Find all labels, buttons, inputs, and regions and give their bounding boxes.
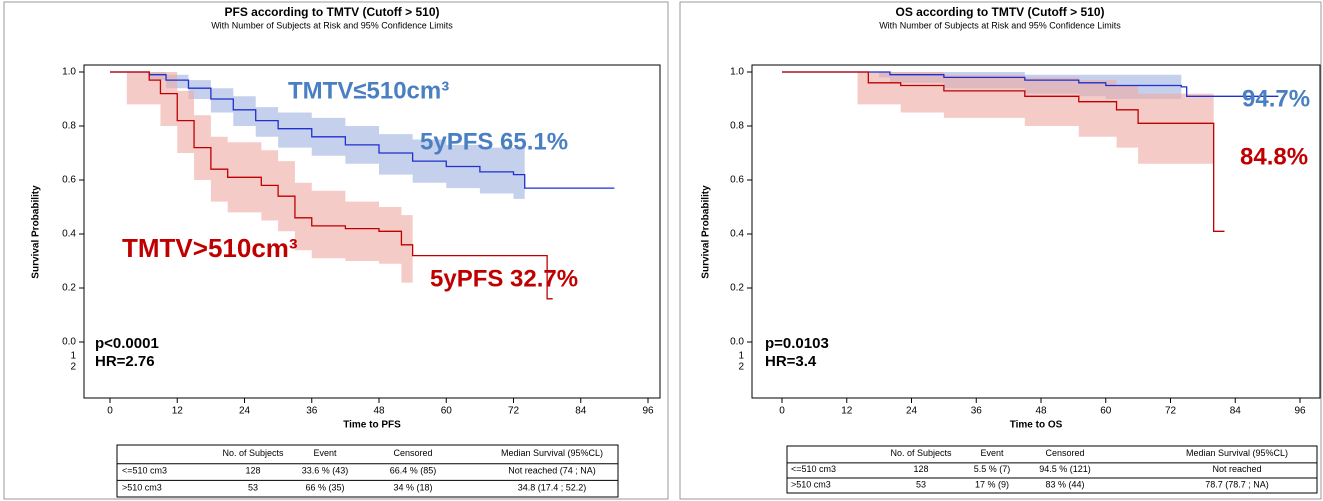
chart-subtitle: With Number of Subjects at Risk and 95% … (211, 20, 453, 30)
table-cell: 33.6 % (43) (302, 465, 349, 475)
table-cell: >510 cm3 (791, 480, 831, 490)
summary-table (116, 444, 619, 498)
annotation: 94.7% (1242, 85, 1310, 112)
x-tick-label: 0 (107, 406, 113, 417)
table-cell: 94.5 % (121) (1039, 464, 1091, 474)
table-cell: 128 (245, 465, 260, 475)
y-tick-label: 0.2 (730, 283, 744, 294)
y-tick-label: 0.2 (62, 283, 76, 294)
x-tick-label: 84 (1230, 406, 1242, 417)
summary-table (786, 445, 1318, 494)
x-tick-label: 0 (779, 406, 785, 417)
x-tick-label: 72 (508, 406, 520, 417)
x-tick-label: 24 (239, 406, 251, 417)
x-tick-label: 60 (1100, 406, 1112, 417)
y-axis-label: Survival Probability (701, 185, 712, 279)
x-axis-label: Time to OS (1010, 420, 1063, 431)
table-header: Censored (1045, 448, 1084, 458)
table-header: Median Survival (95%CL) (501, 448, 603, 458)
table-cell: 78.7 (78.7 ; NA) (1205, 480, 1269, 490)
risk-row-label: 1 (738, 351, 744, 362)
table-cell: 17 % (9) (975, 480, 1009, 490)
annotation: HR=3.4 (765, 353, 817, 370)
x-tick-label: 72 (1165, 406, 1177, 417)
x-tick-label: 96 (642, 406, 654, 417)
table-header: Event (980, 448, 1004, 458)
table-cell: <=510 cm3 (791, 464, 836, 474)
table-cell: 53 (916, 480, 926, 490)
table-cell: 34 % (18) (393, 483, 432, 493)
table-cell: 66 % (35) (305, 483, 344, 493)
risk-row-label: 1 (70, 351, 76, 362)
y-tick-label: 1.0 (730, 67, 744, 78)
table-header: Median Survival (95%CL) (1186, 448, 1288, 458)
plot-frame (83, 64, 661, 399)
y-tick-label: 0.0 (730, 337, 744, 348)
x-axis-label: Time to PFS (343, 420, 401, 431)
table-cell: 5.5 % (7) (974, 464, 1011, 474)
survival-curve (110, 71, 553, 300)
y-tick-label: 0.6 (62, 175, 76, 186)
table-cell: <=510 cm3 (122, 465, 167, 475)
annotation: HR=2.76 (95, 353, 155, 370)
table-cell: Not reached (74 ; NA) (508, 465, 596, 475)
table-cell: 34.8 (17.4 ; 52.2) (518, 483, 587, 493)
table-cell: 66.4 % (85) (390, 465, 437, 475)
x-tick-label: 12 (172, 406, 184, 417)
table-cell: 53 (248, 483, 258, 493)
survival-curve (110, 71, 615, 189)
y-tick-label: 0.4 (62, 229, 76, 240)
table-header: Event (313, 448, 337, 458)
table-cell: 128 (913, 464, 928, 474)
x-tick-label: 96 (1294, 406, 1306, 417)
table-cell: Not reached (1212, 464, 1261, 474)
x-tick-label: 48 (1035, 406, 1047, 417)
annotation: 84.8% (1240, 143, 1308, 170)
chart-title: PFS according to TMTV (Cutoff > 510) (224, 5, 439, 19)
y-axis-label: Survival Probability (31, 185, 42, 279)
risk-row-label: 2 (70, 362, 76, 373)
table-cell: 83 % (44) (1045, 480, 1084, 490)
x-tick-label: 36 (306, 406, 318, 417)
y-tick-label: 0.6 (730, 175, 744, 186)
annotation: TMTV≤510cm³ (288, 77, 449, 104)
table-header: No. of Subjects (222, 448, 284, 458)
table-cell: >510 cm3 (122, 483, 162, 493)
y-tick-label: 1.0 (62, 67, 76, 78)
chart-title: OS according to TMTV (Cutoff > 510) (895, 5, 1104, 19)
x-tick-label: 60 (441, 406, 453, 417)
annotation: 5yPFS 32.7% (430, 265, 578, 292)
x-tick-label: 24 (906, 406, 918, 417)
annotation: 5yPFS 65.1% (420, 128, 568, 155)
table-header: Censored (393, 448, 432, 458)
y-tick-label: 0.8 (730, 121, 744, 132)
x-tick-label: 12 (841, 406, 853, 417)
confidence-band (857, 72, 1214, 164)
table-header: No. of Subjects (890, 448, 952, 458)
survival-curve (782, 71, 1225, 232)
x-tick-label: 48 (373, 406, 385, 417)
annotation: p=0.0103 (765, 335, 829, 352)
x-tick-label: 84 (575, 406, 587, 417)
y-tick-label: 0.8 (62, 121, 76, 132)
annotation: p<0.0001 (95, 335, 159, 352)
plot-frame (751, 64, 1321, 399)
confidence-band (126, 72, 413, 283)
annotation: TMTV>510cm³ (122, 233, 298, 263)
y-tick-label: 0.0 (62, 337, 76, 348)
y-tick-label: 0.4 (730, 229, 744, 240)
confidence-band (110, 72, 525, 199)
x-tick-label: 36 (971, 406, 983, 417)
chart-subtitle: With Number of Subjects at Risk and 95% … (879, 20, 1121, 30)
risk-row-label: 2 (738, 362, 744, 373)
survival-curve (782, 71, 1279, 97)
